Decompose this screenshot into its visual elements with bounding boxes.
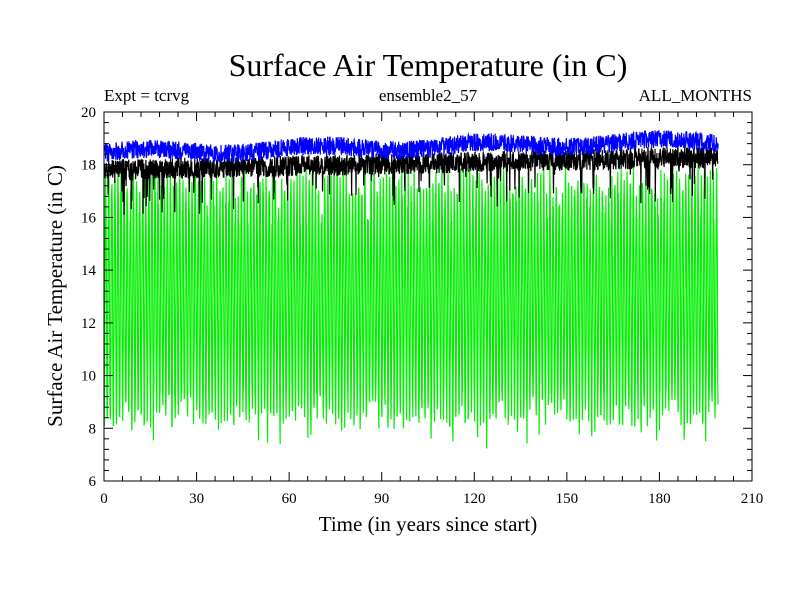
chart-subtitle-center: ensemble2_57 bbox=[379, 86, 478, 105]
chart-subtitle-left: Expt = tcrvg bbox=[104, 86, 190, 105]
y-tick-label: 10 bbox=[81, 369, 96, 385]
y-tick-label: 16 bbox=[81, 210, 97, 226]
x-tick-label: 60 bbox=[282, 491, 297, 507]
x-tick-label: 120 bbox=[463, 491, 486, 507]
x-axis-label: Time (in years since start) bbox=[319, 512, 538, 536]
y-tick-label: 6 bbox=[89, 474, 97, 490]
x-tick-label: 0 bbox=[100, 491, 108, 507]
y-tick-label: 20 bbox=[81, 105, 96, 121]
x-tick-label: 150 bbox=[556, 491, 579, 507]
x-tick-label: 210 bbox=[741, 491, 764, 507]
y-tick-label: 18 bbox=[81, 158, 96, 174]
x-tick-label: 30 bbox=[189, 491, 204, 507]
plot-area bbox=[104, 130, 719, 449]
plot-frame bbox=[103, 111, 753, 482]
chart-subtitle-right: ALL_MONTHS bbox=[639, 86, 752, 105]
chart-title: Surface Air Temperature (in C) bbox=[229, 47, 628, 83]
y-tick-label: 14 bbox=[81, 263, 97, 279]
y-tick-label: 8 bbox=[89, 421, 97, 437]
x-tick-label: 90 bbox=[374, 491, 389, 507]
x-tick-label: 180 bbox=[648, 491, 671, 507]
series-line-green bbox=[104, 162, 719, 449]
y-tick-label: 12 bbox=[81, 316, 96, 332]
y-axis-label: Surface Air Temperature (in C) bbox=[43, 165, 67, 427]
series-line-blue bbox=[104, 130, 719, 164]
